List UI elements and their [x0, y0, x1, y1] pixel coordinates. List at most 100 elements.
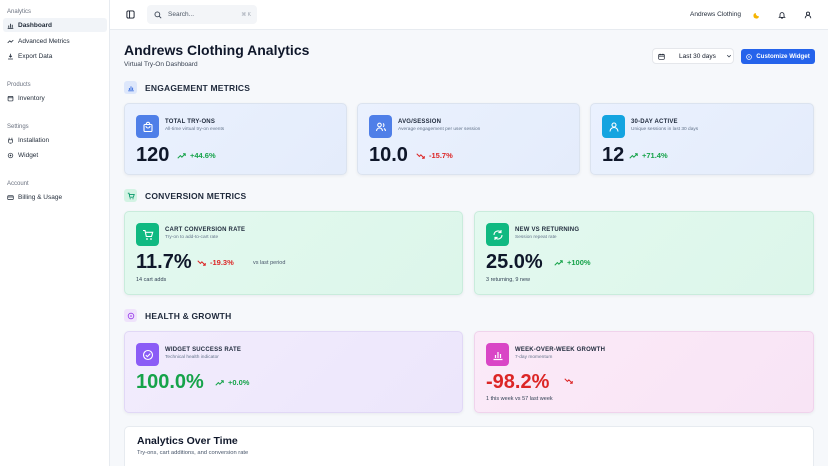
card-subtitle: Try-on to add-to-cart rate: [165, 235, 219, 240]
card-value: 120: [136, 144, 170, 166]
cart-icon: [136, 223, 159, 246]
card-trend-value: -19.3%: [210, 258, 234, 267]
trend-up-icon: [215, 379, 224, 386]
card-title: CART CONVERSION RATE: [165, 227, 246, 233]
calendar-icon: [658, 53, 665, 60]
search-icon: [154, 11, 162, 19]
main-content: Andrews Clothing Analytics Virtual Try-O…: [110, 30, 828, 466]
cart-icon: [124, 189, 137, 202]
trend-up-icon: [554, 259, 563, 266]
topbar: Search... ⌘ K Andrews Clothing: [110, 0, 828, 30]
date-range-select[interactable]: Last 30 days: [652, 48, 734, 64]
card-trend: -19.3%: [197, 258, 234, 267]
sidebar-heading-settings: Settings: [7, 124, 29, 130]
card-title: TOTAL TRY-ONS: [165, 119, 216, 125]
thirty-day-active-card: 30-DAY ACTIVE Unique sessions in last 30…: [590, 103, 814, 175]
card-title: WIDGET SUCCESS RATE: [165, 347, 242, 353]
plug-icon: [7, 137, 14, 144]
search-input[interactable]: Search... ⌘ K: [147, 5, 257, 24]
sidebar-item-installation[interactable]: Installation: [3, 133, 107, 147]
target-icon: [124, 309, 137, 322]
analytics-subtitle: Try-ons, cart additions, and conversion …: [137, 450, 249, 456]
card-title: NEW VS RETURNING: [515, 227, 580, 233]
search-shortcut: ⌘ K: [241, 11, 251, 18]
total-try-ons-card: TOTAL TRY-ONS All-time virtual try-on ev…: [124, 103, 347, 175]
card-trend: +44.6%: [177, 151, 216, 160]
notifications-button[interactable]: [777, 10, 786, 19]
card-subtitle: Unique sessions in last 30 days: [631, 127, 699, 132]
card-trend-value: +0.0%: [228, 378, 250, 387]
sidebar-item-label: Inventory: [18, 94, 45, 102]
trend-down-icon: [197, 259, 206, 266]
sidebar-heading-analytics: Analytics: [7, 9, 32, 15]
sidebar-item-advanced-metrics[interactable]: Advanced Metrics: [3, 34, 107, 48]
card-trend-value: +100%: [567, 258, 591, 267]
card-note: 1 this week vs 57 last week: [486, 396, 553, 402]
avg-session-card: AVG/SESSION Average engagement per user …: [357, 103, 580, 175]
card-value: 11.7%: [136, 251, 192, 273]
search-placeholder: Search...: [168, 11, 195, 18]
customize-widget-button[interactable]: Customize Widget: [741, 49, 815, 64]
health-heading-label: HEALTH & GROWTH: [145, 310, 232, 321]
sidebar-item-dashboard[interactable]: Dashboard: [3, 18, 107, 32]
conversion-heading: CONVERSION METRICS: [124, 189, 246, 202]
card-trend: +71.4%: [629, 151, 668, 160]
bell-icon: [777, 6, 786, 24]
shopping-bag-icon: [136, 115, 159, 138]
user-menu-button[interactable]: [803, 10, 812, 19]
trend-up-icon: [177, 152, 186, 159]
moon-icon: [752, 6, 761, 24]
sidebar-toggle-button[interactable]: [124, 9, 136, 21]
page-subtitle: Virtual Try-On Dashboard: [124, 61, 198, 68]
card-icon: [7, 194, 14, 201]
sidebar-item-label: Export Data: [18, 52, 53, 60]
card-trend: -15.7%: [416, 151, 453, 160]
card-note: 3 returning, 9 new: [486, 277, 531, 283]
card-value: 100.0%: [136, 371, 204, 393]
card-trend-value: +44.6%: [190, 151, 216, 160]
sidebar-item-label: Dashboard: [18, 21, 52, 29]
sidebar: Analytics Dashboard Advanced Metrics Exp…: [0, 0, 110, 466]
sidebar-item-label: Installation: [18, 136, 50, 144]
date-range-value: Last 30 days: [679, 52, 716, 60]
sidebar-item-widget[interactable]: Widget: [3, 148, 107, 162]
card-subtitle: 7-day momentum: [515, 355, 553, 360]
bar-chart-icon: [7, 22, 14, 29]
sidebar-item-export-data[interactable]: Export Data: [3, 49, 107, 63]
card-title: 30-DAY ACTIVE: [631, 119, 678, 125]
card-value: 25.0%: [486, 251, 543, 273]
card-trend-value: +71.4%: [642, 151, 668, 160]
palette-icon: [746, 53, 752, 60]
engagement-heading-label: ENGAGEMENT METRICS: [145, 82, 251, 93]
download-icon: [7, 53, 14, 60]
widget-success-card: WIDGET SUCCESS RATE Technical health ind…: [124, 331, 463, 413]
card-trend: [564, 378, 577, 384]
health-heading: HEALTH & GROWTH: [124, 309, 231, 322]
trend-up-icon: [629, 152, 638, 159]
cart-conversion-card: CART CONVERSION RATE Try-on to add-to-ca…: [124, 211, 463, 295]
sidebar-item-label: Advanced Metrics: [18, 37, 70, 45]
card-note: 14 cart adds: [136, 277, 167, 283]
theme-toggle-button[interactable]: [752, 10, 761, 19]
page-title: Andrews Clothing Analytics: [124, 42, 310, 58]
store-name: Andrews Clothing: [690, 11, 741, 18]
gear-icon: [7, 152, 14, 159]
sidebar-item-inventory[interactable]: Inventory: [3, 91, 107, 105]
conversion-heading-label: CONVERSION METRICS: [145, 190, 247, 201]
sidebar-item-label: Widget: [18, 151, 39, 159]
trend-down-icon: [564, 378, 573, 384]
bar-chart-icon: [486, 343, 509, 366]
bar-chart-icon: [124, 81, 137, 94]
box-icon: [7, 95, 14, 102]
refresh-icon: [486, 223, 509, 246]
sidebar-item-billing[interactable]: Billing & Usage: [3, 190, 107, 204]
card-subtitle: Session repeat rate: [515, 235, 557, 240]
users-icon: [369, 115, 392, 138]
chevron-down-icon: [726, 53, 732, 59]
card-title: WEEK-OVER-WEEK GROWTH: [515, 347, 606, 353]
card-trend: +0.0%: [215, 378, 249, 387]
card-value: 12: [602, 144, 625, 166]
week-over-week-card: WEEK-OVER-WEEK GROWTH 7-day momentum -98…: [474, 331, 814, 413]
panel-icon: [125, 6, 135, 24]
sidebar-heading-account: Account: [7, 181, 29, 187]
